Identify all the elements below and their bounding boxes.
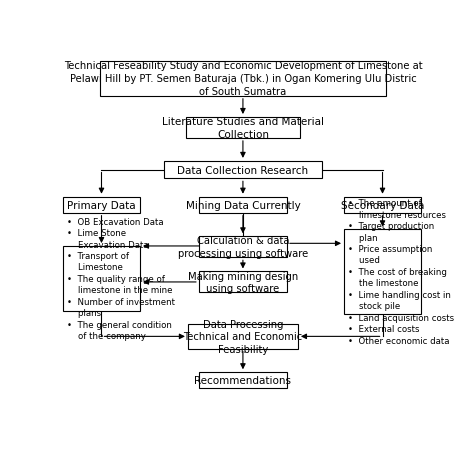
FancyBboxPatch shape <box>199 237 287 258</box>
Text: Calculation & data
processing using software: Calculation & data processing using soft… <box>178 236 308 258</box>
FancyBboxPatch shape <box>188 324 298 349</box>
Text: •  The amount of
    limestone resources
•  Target production
    plan
•  Price : • The amount of limestone resources • Ta… <box>348 199 455 345</box>
Text: Literature Studies and Material
Collection: Literature Studies and Material Collecti… <box>162 117 324 140</box>
FancyBboxPatch shape <box>344 197 421 213</box>
Text: Technical Feseability Study and Economic Development of Limestone at
Pelawi Hill: Technical Feseability Study and Economic… <box>64 61 422 97</box>
Text: Primary Data: Primary Data <box>67 200 136 210</box>
Text: Secondary Data: Secondary Data <box>341 200 424 210</box>
FancyBboxPatch shape <box>344 230 421 314</box>
FancyBboxPatch shape <box>186 118 300 139</box>
Text: •  OB Excavation Data
•  Lime Stone
    Excavation Data
•  Transport of
    Lime: • OB Excavation Data • Lime Stone Excava… <box>67 217 175 340</box>
Text: Making mining design
using software: Making mining design using software <box>188 271 298 294</box>
FancyBboxPatch shape <box>199 372 287 389</box>
FancyBboxPatch shape <box>199 197 287 213</box>
Text: Mining Data Currently: Mining Data Currently <box>185 200 301 210</box>
Text: Recommendations: Recommendations <box>194 375 292 385</box>
Text: Data Processing
Technical and Economic
Feasibility: Data Processing Technical and Economic F… <box>183 319 302 354</box>
FancyBboxPatch shape <box>199 272 287 293</box>
FancyBboxPatch shape <box>164 162 322 179</box>
FancyBboxPatch shape <box>63 197 140 213</box>
Text: Data Collection Research: Data Collection Research <box>177 165 309 175</box>
FancyBboxPatch shape <box>63 247 140 311</box>
FancyBboxPatch shape <box>100 61 386 96</box>
